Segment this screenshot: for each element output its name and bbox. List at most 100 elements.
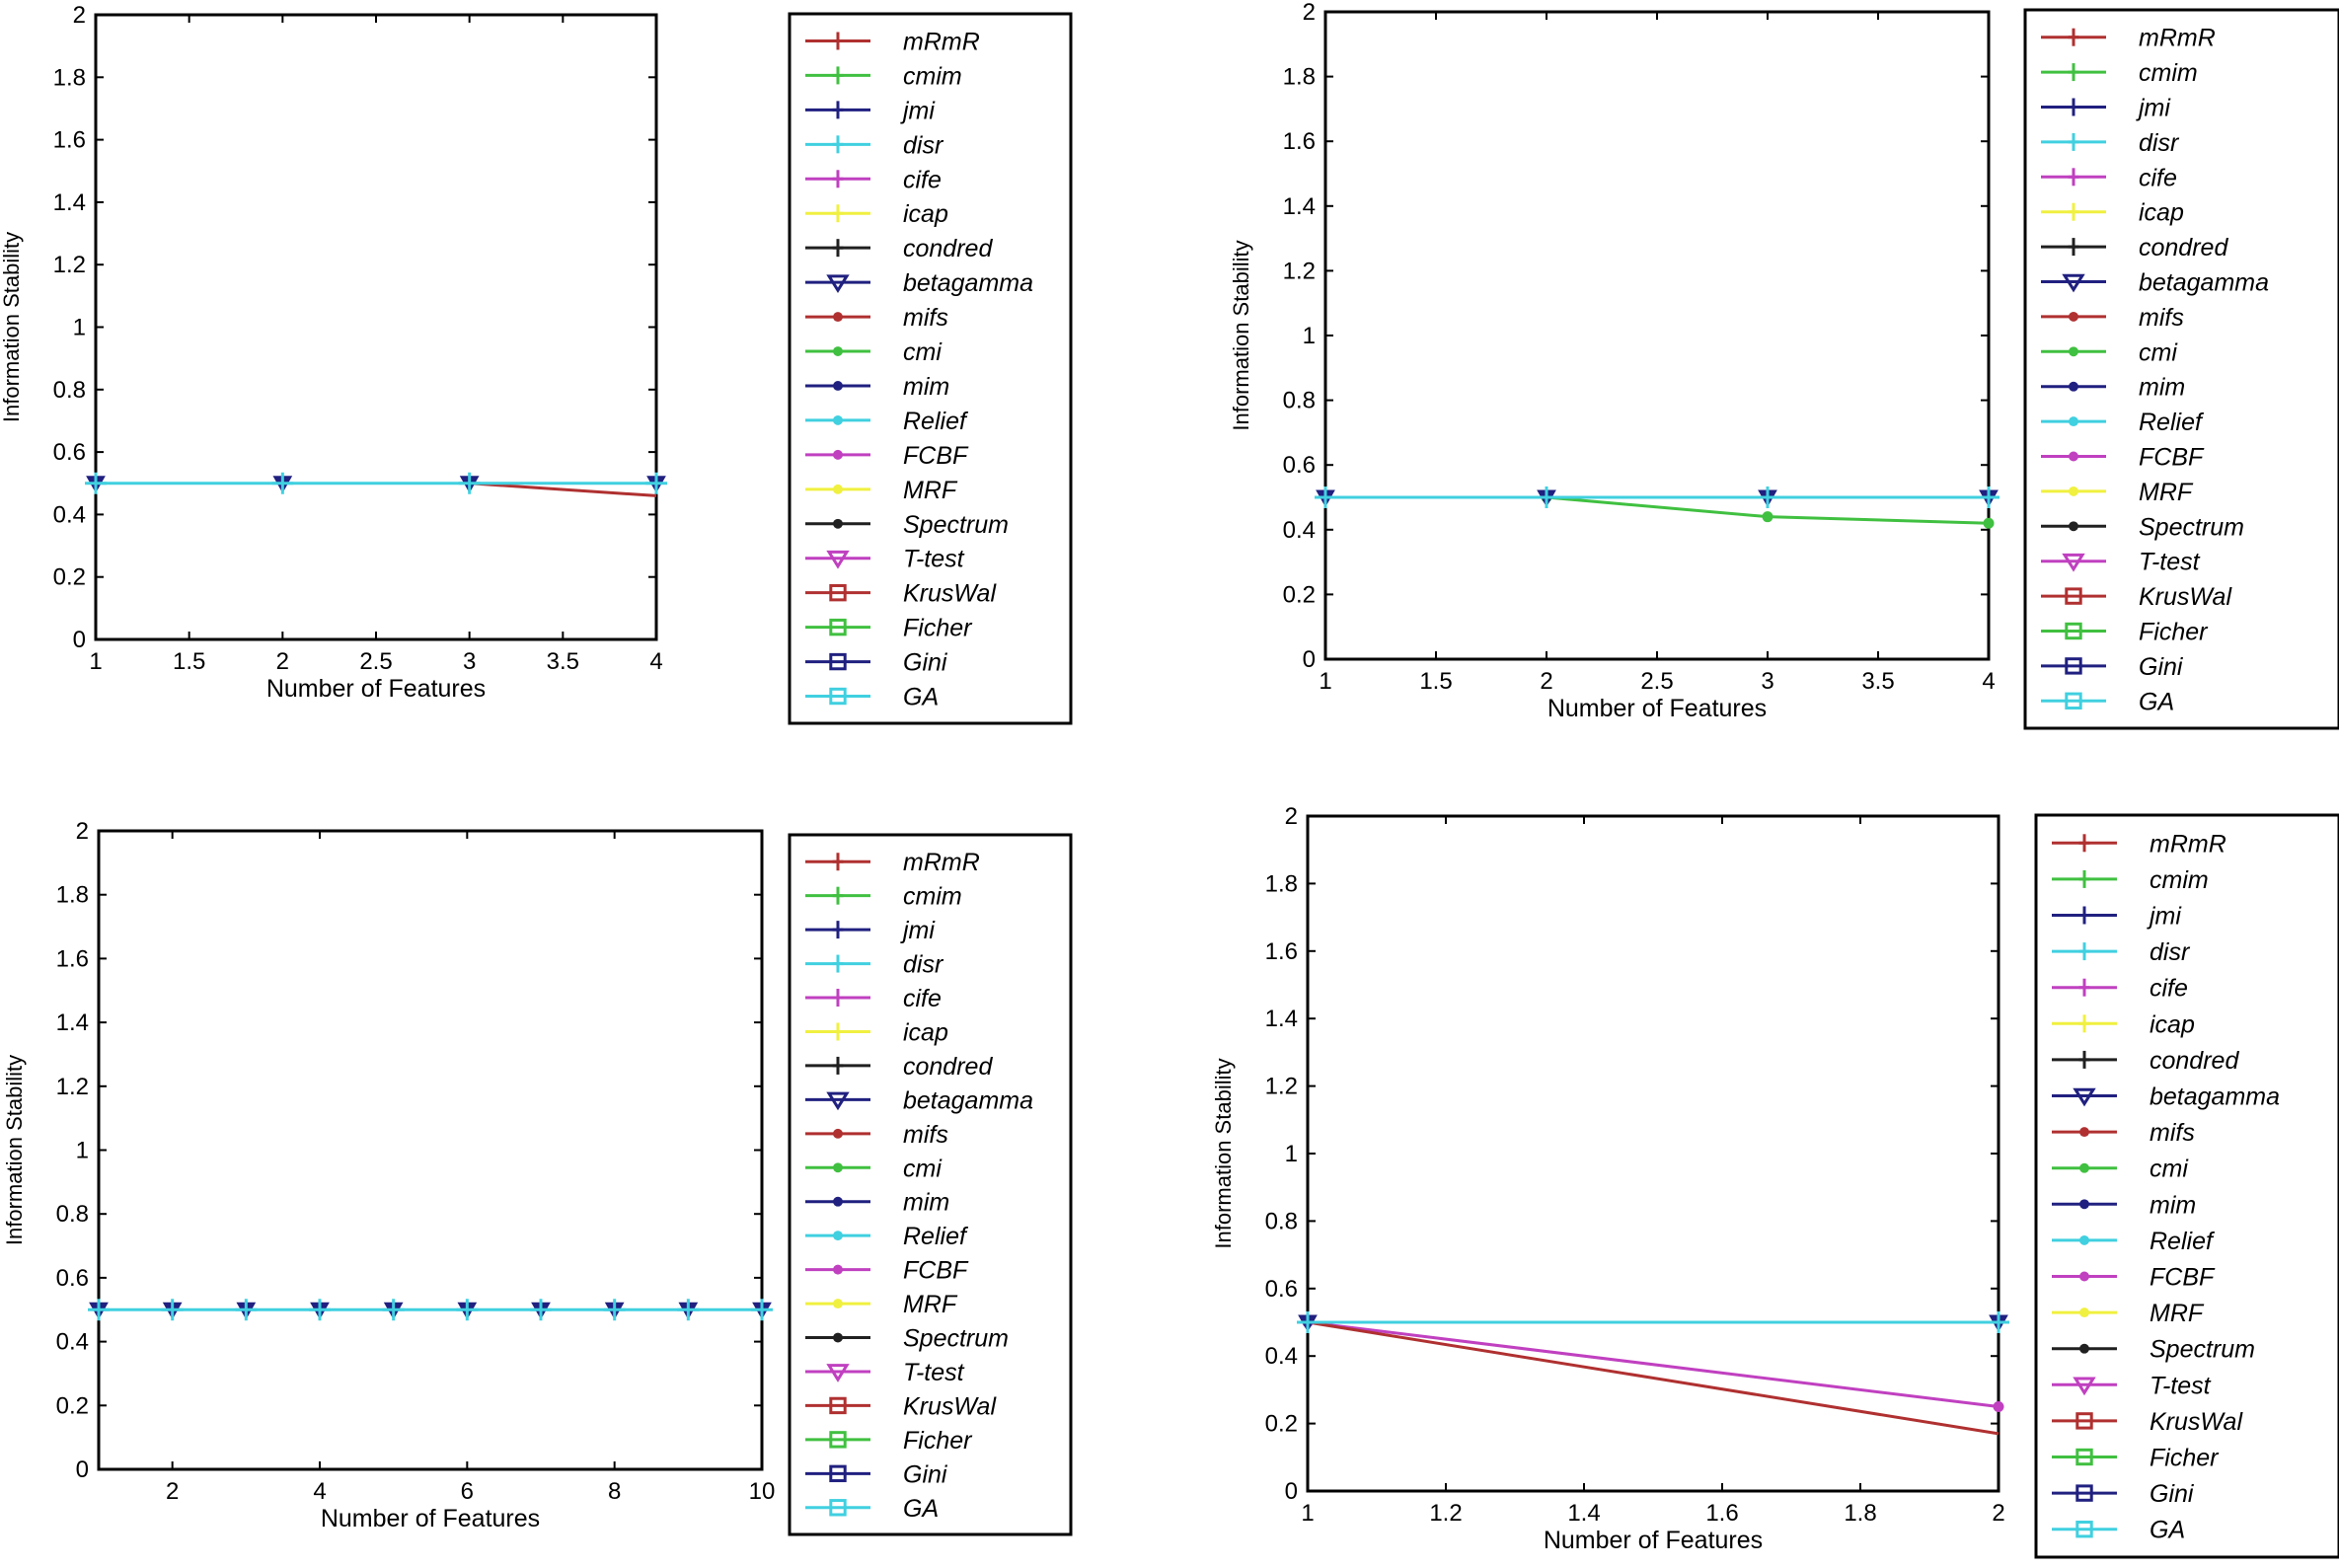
y-tick-label: 1.4 — [53, 189, 86, 216]
x-tick-label: 1.5 — [1419, 668, 1452, 695]
y-tick-label: 0.8 — [56, 1201, 89, 1228]
panel-3: 0 0.2 0.4 0.6 0.8 1 1.2 1.4 1.6 1.8 2 2 4 6 8 10 Number … — [2, 818, 1073, 1536]
legend-label-MRF: MRF — [2139, 479, 2194, 506]
legend-marker-KrusWal — [2065, 587, 2082, 605]
legend-marker-MRF — [2079, 1307, 2089, 1318]
y-tick-label: 1.4 — [1265, 1006, 1298, 1032]
x-tick-label: 3.5 — [547, 648, 579, 675]
legend-label-FCBF: FCBF — [2139, 444, 2205, 472]
legend-label-jmi: jmi — [900, 917, 936, 944]
x-axis-label: Number of Features — [1544, 1527, 1763, 1554]
y-axis-label: Information Stability — [2, 1055, 27, 1245]
legend-label-jmi: jmi — [900, 97, 936, 124]
legend-marker-KrusWal — [829, 583, 847, 602]
y-tick-label: 0.6 — [53, 439, 86, 466]
y-tick-label: 1 — [1303, 323, 1316, 349]
legend-label-betagamma: betagamma — [2139, 269, 2269, 297]
legend-label-KrusWal: KrusWal — [903, 580, 997, 608]
legend-label-Relief: Relief — [903, 408, 969, 435]
legend-marker-FCBF — [2069, 451, 2078, 462]
y-tick-label: 0.2 — [56, 1392, 89, 1419]
x-tick-label: 1 — [89, 648, 102, 675]
y-tick-label: 0.4 — [1265, 1343, 1298, 1370]
y-tick-label: 1.2 — [56, 1074, 89, 1100]
y-tick-label: 1 — [1285, 1141, 1298, 1167]
x-tick-label: 3.5 — [1861, 668, 1894, 695]
legend-marker-Ficher — [2075, 1448, 2093, 1466]
legend-marker-Gini — [2075, 1484, 2093, 1502]
legend-marker-GA — [2075, 1521, 2093, 1538]
legend-label-mRmR: mRmR — [2150, 830, 2226, 858]
legend-marker-betagamma — [2073, 1087, 2096, 1107]
y-tick-label: 2 — [1303, 0, 1316, 26]
y-tick-label: 1.6 — [1283, 128, 1316, 155]
legend-label-disr: disr — [2139, 129, 2180, 157]
y-tick-label: 0.6 — [56, 1265, 89, 1292]
y-tick-label: 1.6 — [1265, 938, 1298, 965]
legend-label-Gini: Gini — [2139, 653, 2184, 681]
legend-marker-Spectrum — [833, 1332, 843, 1343]
legend-label-Gini: Gini — [903, 649, 948, 677]
legend-label-cife: cife — [2139, 164, 2177, 191]
legend-marker-betagamma — [2062, 273, 2085, 293]
legend-label-Spectrum: Spectrum — [2150, 1336, 2255, 1364]
legend-marker-MRF — [2069, 485, 2078, 496]
legend-marker-Ficher — [2065, 622, 2082, 640]
legend-label-betagamma: betagamma — [903, 269, 1033, 297]
legend-label-mim: mim — [903, 1189, 949, 1217]
legend-label-mim: mim — [2150, 1191, 2196, 1219]
x-tick-label: 8 — [608, 1478, 621, 1505]
legend-label-GA: GA — [903, 684, 939, 711]
legend-marker-mifs — [833, 312, 843, 323]
y-tick-label: 1.8 — [56, 882, 89, 909]
x-tick-label: 4 — [313, 1478, 326, 1505]
y-tick-label: 0.2 — [53, 564, 86, 591]
x-tick-label: 2.5 — [359, 648, 392, 675]
plot-frame-4 — [1306, 814, 2000, 1493]
y-tick-label: 1.4 — [56, 1009, 89, 1036]
legend-marker-mim — [833, 381, 843, 391]
legend-marker-mifs — [2069, 311, 2078, 322]
legend-marker-Gini — [829, 652, 847, 671]
legend-marker-cmi — [833, 346, 843, 356]
y-tick-label: 1.2 — [1283, 258, 1316, 284]
legend-label-Gini: Gini — [2150, 1480, 2195, 1508]
y-tick-label: 0.4 — [1283, 517, 1316, 544]
legend-label-MRF: MRF — [2150, 1300, 2205, 1327]
legend-marker-betagamma — [826, 274, 850, 294]
legend-marker-FCBF — [2079, 1271, 2089, 1282]
legend-label-jmi: jmi — [2136, 95, 2171, 122]
legend-marker-mifs — [833, 1128, 843, 1139]
legend-marker-Ficher — [829, 618, 847, 636]
legend-label-T-test: T-test — [903, 546, 965, 573]
legend-label-mifs: mifs — [903, 304, 948, 332]
legend-label-Ficher: Ficher — [903, 615, 973, 642]
legend-label-cmi: cmi — [2139, 338, 2178, 366]
x-axis-label: Number of Features — [321, 1505, 540, 1532]
y-tick-label: 1.2 — [1265, 1074, 1298, 1100]
legend-marker-betagamma — [826, 1091, 850, 1111]
panel-1: 0 0.2 0.4 0.6 0.8 1 1.2 1.4 1.6 1.8 2 1 1.5 2 2.5 3 3.5 4… — [0, 2, 1073, 725]
legend-label-Gini: Gini — [903, 1460, 948, 1488]
legend-marker-Relief — [2069, 416, 2078, 427]
legend-marker-Relief — [833, 414, 843, 425]
legend-label-MRF: MRF — [903, 477, 958, 504]
x-tick-label: 3 — [463, 648, 476, 675]
legend-label-Relief: Relief — [2150, 1228, 2216, 1255]
x-tick-label: 1 — [1301, 1500, 1314, 1527]
legend-marker-cmi — [833, 1162, 843, 1173]
legend-label-mRmR: mRmR — [903, 28, 980, 55]
legend-label-T-test: T-test — [903, 1359, 965, 1386]
legend-marker-mim — [833, 1196, 843, 1207]
legend-marker-KrusWal — [829, 1396, 847, 1415]
legend-label-Relief: Relief — [903, 1223, 969, 1250]
legend-label-condred: condred — [903, 1053, 993, 1081]
plot-frame-2 — [1323, 10, 1991, 661]
legend-marker-cmi — [2079, 1162, 2089, 1173]
y-tick-label: 1.8 — [1265, 870, 1298, 897]
legend-label-cmim: cmim — [2150, 866, 2209, 894]
x-tick-label: 1.5 — [173, 648, 205, 675]
legend-marker-Gini — [2065, 657, 2082, 675]
legend-label-FCBF: FCBF — [903, 442, 969, 470]
x-tick-label: 1 — [1319, 668, 1331, 695]
